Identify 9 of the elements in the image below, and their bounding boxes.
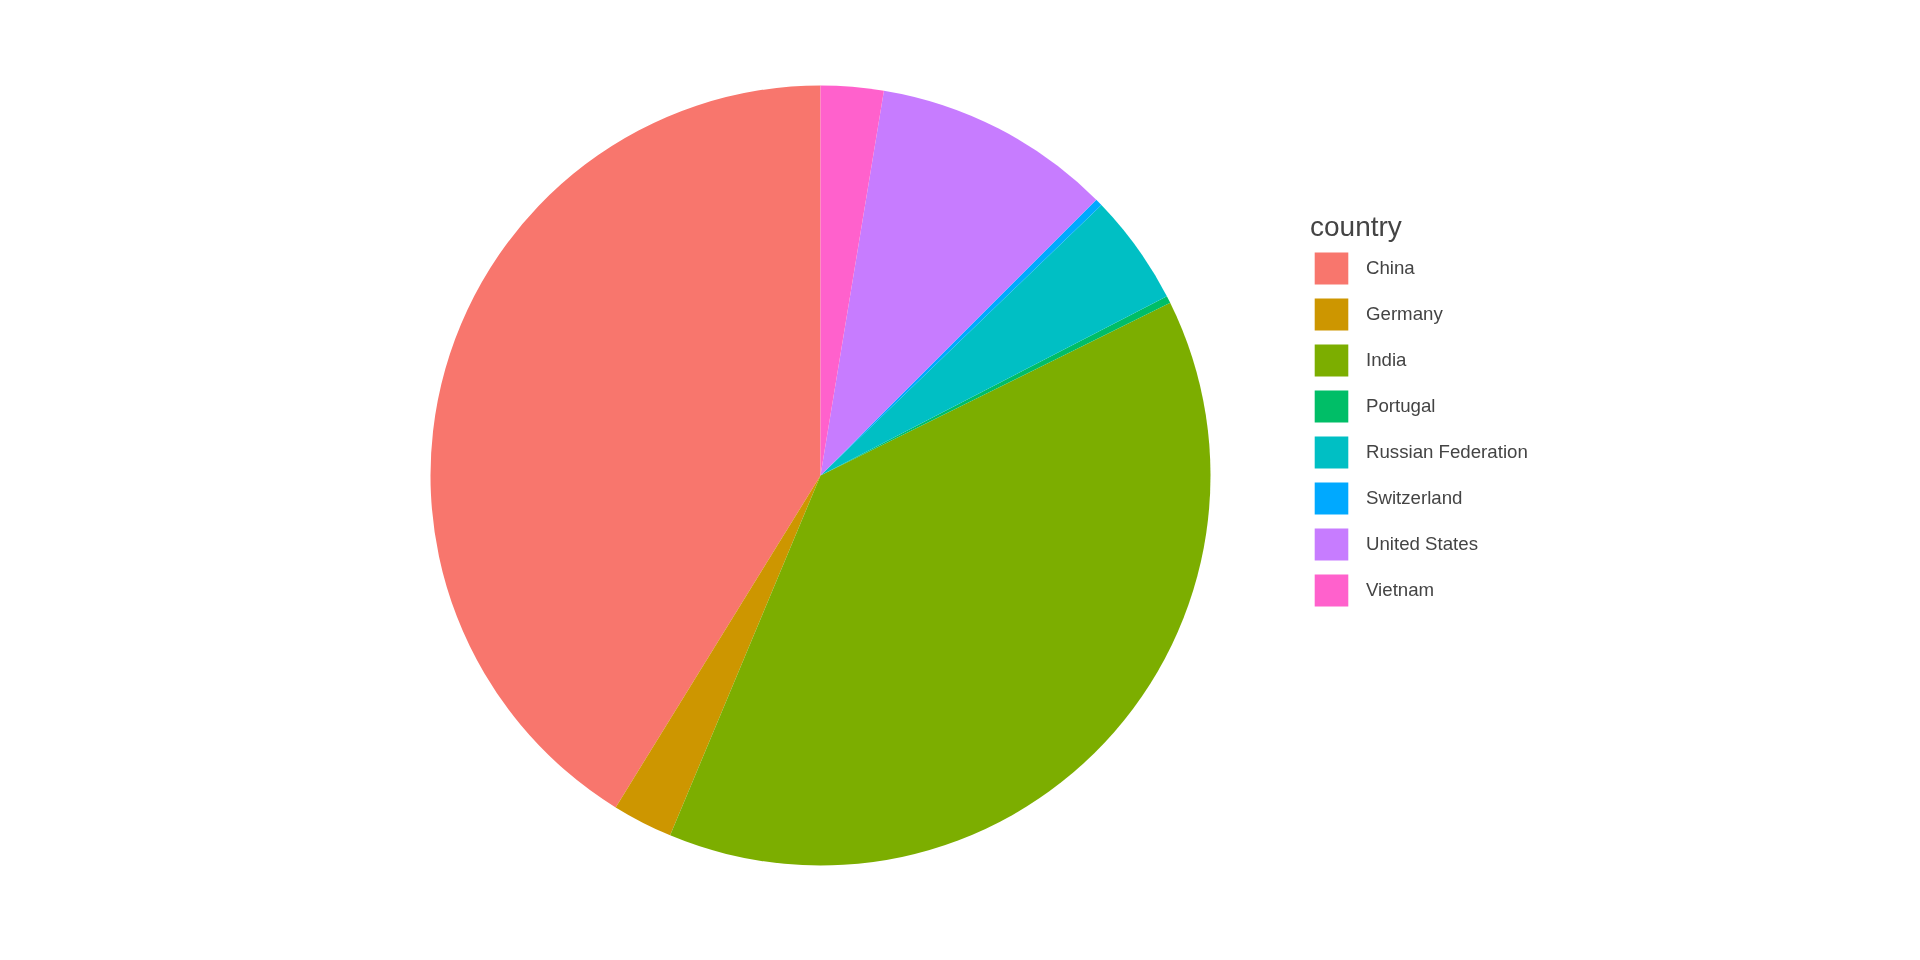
legend-label: Germany — [1366, 303, 1443, 325]
legend-label: China — [1366, 257, 1415, 279]
legend-label: United States — [1366, 533, 1479, 555]
legend-label: Switzerland — [1366, 487, 1463, 509]
legend-label: Portugal — [1366, 395, 1436, 417]
legend-label: India — [1366, 349, 1407, 371]
legend-title: country — [1310, 211, 1403, 243]
legend-label: Vietnam — [1366, 579, 1435, 601]
legend-label: Russian Federation — [1366, 441, 1528, 463]
